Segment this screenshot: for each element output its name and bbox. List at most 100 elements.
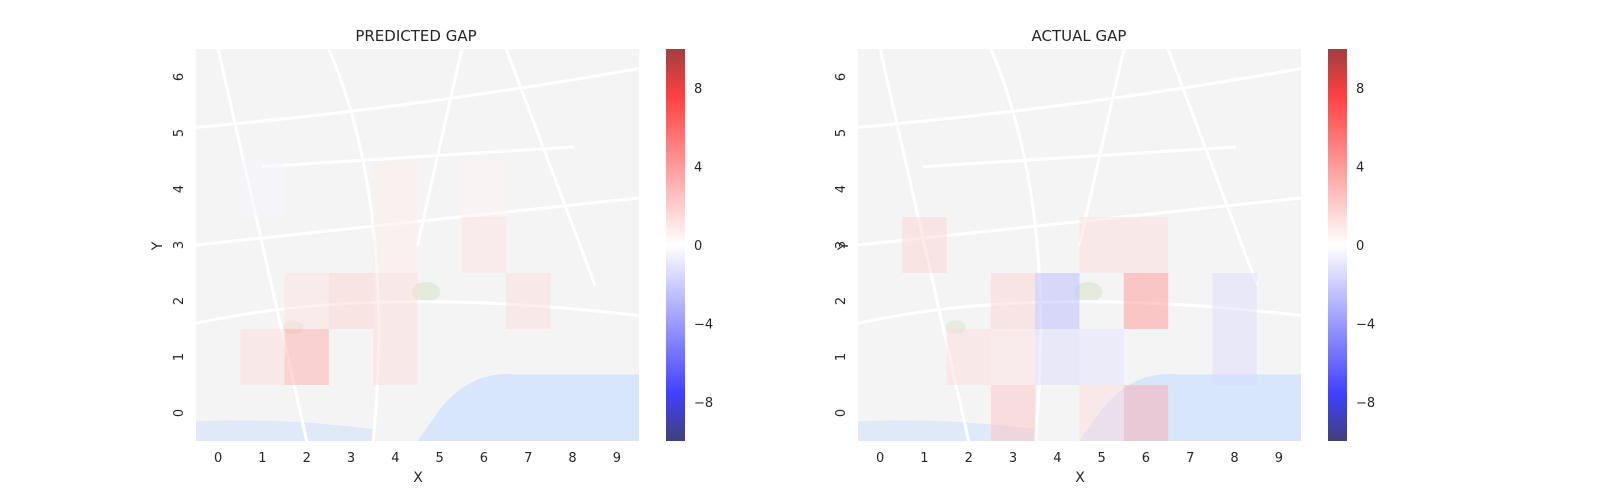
map-road <box>922 145 1237 169</box>
colorbar-tick-label: −4 <box>694 317 713 332</box>
heatmap-cell <box>284 273 329 329</box>
actual-gap-panel: ACTUAL GAP 0 1 2 3 4 5 6 7 8 9 0 1 2 3 4 5 6 X Y −8 −4 0 4… <box>834 27 1375 486</box>
colorbar-tick-label: 4 <box>694 161 702 176</box>
map-road <box>194 67 641 129</box>
x-tick-label: 1 <box>258 451 266 466</box>
heatmap-cell <box>240 161 285 217</box>
x-tick-label: 3 <box>347 451 355 466</box>
map-road <box>416 47 464 247</box>
colorbar-tick-label: 8 <box>694 82 702 97</box>
y-axis-label: Y <box>150 241 166 251</box>
map-road <box>504 47 597 286</box>
map-river <box>196 420 374 441</box>
map-park <box>945 320 966 335</box>
y-tick-label: 3 <box>834 241 849 249</box>
map-road <box>260 145 575 169</box>
heatmap-cells <box>240 161 551 385</box>
heatmap-cell <box>946 329 991 385</box>
map-road <box>1078 47 1126 247</box>
x-axis-label: X <box>413 470 423 486</box>
map-park <box>412 282 441 303</box>
map-road <box>327 47 381 443</box>
heatmap-cell <box>373 273 418 329</box>
heatmap-cell <box>240 329 285 385</box>
map-road <box>989 47 1043 443</box>
heatmap-cell <box>1035 273 1080 329</box>
heatmap-cell <box>1079 217 1124 273</box>
map-road <box>878 47 971 443</box>
y-tick-label: 5 <box>172 129 187 137</box>
x-tick-label: 9 <box>1275 451 1283 466</box>
y-tick-label: 5 <box>834 129 849 137</box>
colorbar-tick-label: 0 <box>1356 239 1364 254</box>
chart-title: PREDICTED GAP <box>355 27 476 45</box>
map-river <box>1079 374 1301 441</box>
x-tick-label: 5 <box>1098 451 1106 466</box>
heatmap-cell <box>506 273 551 329</box>
y-tick-label: 6 <box>172 73 187 81</box>
colorbar-tick-label: −8 <box>694 396 713 411</box>
heatmap-cell <box>1212 329 1257 385</box>
map-park <box>1074 282 1103 303</box>
heatmap-cell <box>1079 385 1124 441</box>
heatmap-cell <box>990 273 1036 329</box>
map-park <box>283 320 304 335</box>
x-tick-label: 3 <box>1009 451 1017 466</box>
colorbar-tick-label: 0 <box>694 239 702 254</box>
x-tick-label: 0 <box>214 451 222 466</box>
x-tick-label: 2 <box>965 451 973 466</box>
heatmap-cell <box>1123 385 1169 441</box>
y-tick-label: 3 <box>172 241 187 249</box>
x-tick-label: 0 <box>876 451 884 466</box>
map-road <box>1166 47 1259 286</box>
y-tick-label: 0 <box>834 409 849 417</box>
heatmap-cell <box>328 273 374 329</box>
x-tick-labels: 0 1 2 3 4 5 6 7 8 9 <box>876 451 1283 466</box>
x-tick-label: 5 <box>436 451 444 466</box>
y-tick-label: 1 <box>172 353 187 361</box>
colorbar: −8 −4 0 4 8 <box>666 49 713 441</box>
heatmap-cells <box>902 217 1257 441</box>
x-tick-labels: 0 1 2 3 4 5 6 7 8 9 <box>214 451 621 466</box>
y-tick-label: 6 <box>834 73 849 81</box>
heatmap-cell <box>1123 217 1169 273</box>
map-road <box>194 300 641 325</box>
heatmap-cell <box>461 217 507 273</box>
colorbar-tick-label: 4 <box>1356 161 1364 176</box>
heatmap-cell <box>990 329 1036 385</box>
heatmap-cell <box>1079 329 1124 385</box>
x-tick-label: 8 <box>1230 451 1238 466</box>
x-tick-label: 1 <box>920 451 928 466</box>
map-road <box>856 67 1303 129</box>
map-background <box>856 47 1303 443</box>
heatmap-cell <box>990 385 1036 441</box>
heatmap-cell <box>284 329 329 385</box>
x-tick-label: 6 <box>480 451 488 466</box>
x-tick-label: 9 <box>613 451 621 466</box>
heatmap-cell <box>461 161 507 217</box>
colorbar-tick-label: 8 <box>1356 82 1364 97</box>
y-tick-label: 4 <box>834 185 849 193</box>
colorbar-gradient <box>1328 49 1347 441</box>
chart-title: ACTUAL GAP <box>1032 27 1127 45</box>
map-road <box>856 300 1303 325</box>
heatmap-cell <box>373 329 418 385</box>
y-tick-label: 4 <box>172 185 187 193</box>
colorbar-tick-label: −8 <box>1356 396 1375 411</box>
colorbar-tick-label: −4 <box>1356 317 1375 332</box>
colorbar-gradient <box>666 49 685 441</box>
y-tick-labels: 0 1 2 3 4 5 6 <box>172 73 187 417</box>
y-tick-labels: 0 1 2 3 4 5 6 <box>834 73 849 417</box>
colorbar: −8 −4 0 4 8 <box>1328 49 1375 441</box>
map-background <box>194 47 641 443</box>
y-axis-label: Y <box>836 241 852 251</box>
x-tick-label: 4 <box>391 451 399 466</box>
x-tick-label: 8 <box>568 451 576 466</box>
heatmap-cell <box>902 217 947 273</box>
x-tick-label: 2 <box>303 451 311 466</box>
y-tick-label: 2 <box>172 297 187 305</box>
x-axis-label: X <box>1075 470 1085 486</box>
